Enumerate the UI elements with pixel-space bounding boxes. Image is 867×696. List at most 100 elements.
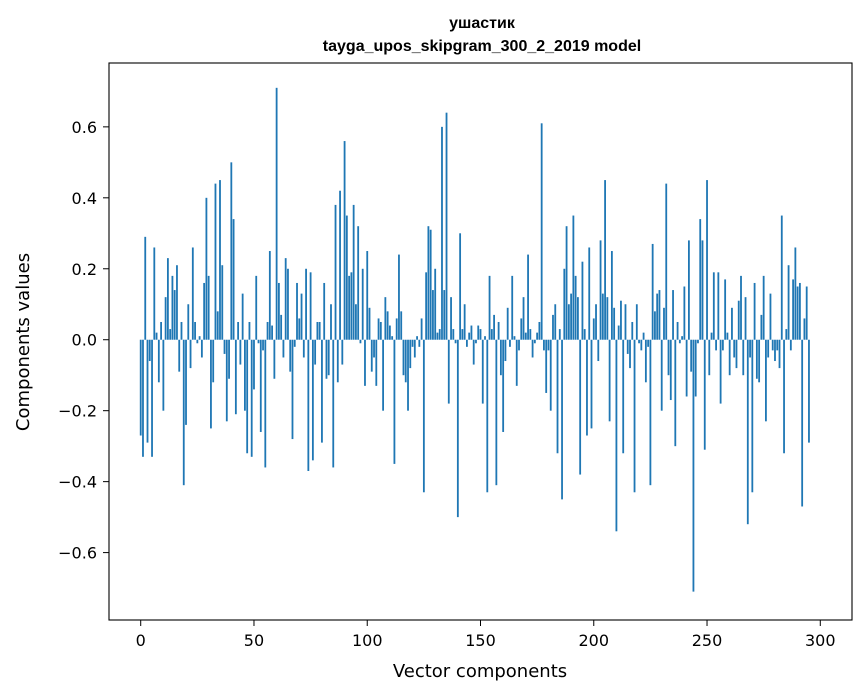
bar [672,290,674,340]
bar [142,339,144,457]
bar [703,339,706,450]
bar [230,162,233,340]
bars-group [139,87,810,592]
bar [352,204,355,340]
bar [246,339,249,454]
bar [155,332,158,340]
bar [803,318,806,340]
bar [728,339,731,376]
bar [497,321,500,340]
bar [379,321,382,340]
bar [180,321,183,340]
bar [416,336,418,340]
bar [624,304,627,340]
bar [762,275,765,340]
bar [581,261,584,340]
bar [151,339,153,457]
bar [468,332,471,340]
bar [391,336,394,340]
x-tick-label: 150 [465,631,496,650]
bar [293,339,296,347]
bar [744,297,747,340]
y-tick-label: 0.0 [72,331,97,350]
bar [486,339,489,493]
y-tick-label: −0.6 [58,544,97,563]
bar [577,297,579,340]
bar [459,233,462,340]
bar [533,339,536,344]
x-tick-label: 50 [244,631,264,650]
bar [572,215,575,340]
y-tick-label: −0.4 [58,473,97,492]
bar [441,126,443,340]
bar [148,339,151,362]
bar [160,321,162,340]
bar [182,339,185,486]
bar [509,339,511,347]
bar [531,339,534,358]
bar [740,275,742,340]
bar [783,339,785,454]
bar [776,339,779,351]
bar [436,332,439,340]
bar [753,282,756,340]
bar [778,339,781,369]
bar [789,339,792,351]
bar [456,339,459,518]
bar [518,339,520,351]
bar [647,339,650,347]
bar [724,279,727,340]
bar [268,251,271,340]
bar [522,297,525,340]
bar [798,282,801,340]
bar [771,339,774,351]
y-axis-label: Components values [13,253,34,431]
bar [334,204,337,340]
bar [325,339,328,379]
bar [445,112,448,340]
bar [570,293,573,340]
bar [805,286,808,340]
bar [599,240,602,340]
bar [513,336,516,340]
bar [746,339,749,525]
bar [250,339,253,457]
bar [694,339,697,397]
bar [731,307,733,340]
bar [499,339,502,376]
bar [595,304,597,340]
bar [633,339,636,493]
bar [540,123,543,340]
bar [241,293,244,340]
bar [386,311,389,340]
bar [622,339,625,454]
bar [298,318,301,340]
bar [760,314,763,340]
bar [427,226,430,340]
bar [484,336,486,340]
bar [443,290,446,340]
bar [785,329,788,340]
bar [667,339,670,376]
bar [479,329,482,340]
bar [742,339,745,376]
bar [216,311,219,340]
bar [434,268,437,340]
bar [574,275,577,340]
x-tick-label: 300 [805,631,836,650]
bar [157,339,160,383]
bar [651,243,654,340]
bar [221,265,224,340]
bar [237,321,240,340]
bar [266,321,269,340]
bar [504,339,507,362]
bar [755,339,758,379]
bar [375,339,378,386]
bar [422,339,425,493]
bar [717,272,720,340]
bar [506,307,509,340]
y-tick-label: 0.6 [72,118,97,137]
bar [536,332,539,340]
bar [529,329,532,340]
bar [737,300,740,340]
